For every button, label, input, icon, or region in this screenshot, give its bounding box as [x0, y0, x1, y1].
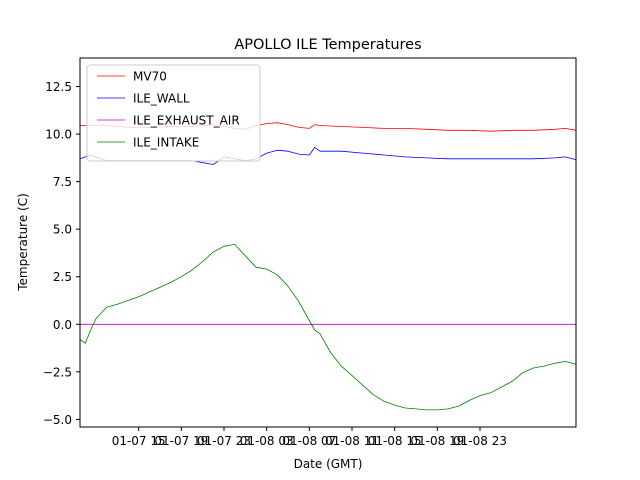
y-tick-label: −2.5: [43, 365, 72, 379]
legend: MV70 ILE_WALL ILE_EXHAUST_AIR ILE_INTAKE: [86, 64, 261, 162]
x-axis-label: Date (GMT): [294, 457, 363, 471]
x-tick-label: 01-08 07: [282, 434, 336, 448]
series-line-ile-intake: [79, 244, 577, 411]
y-axis-label: Temperature (C): [16, 193, 30, 292]
x-tick-label: 01-08 11: [325, 434, 379, 448]
y-tick-label: 10.0: [45, 128, 72, 142]
x-tick-label: 01-08 19: [410, 434, 464, 448]
y-tick-label: 5.0: [53, 223, 72, 237]
legend-label-ile-intake: ILE_INTAKE: [133, 136, 199, 150]
legend-label-ile-exhaust-air: ILE_EXHAUST_AIR: [133, 114, 240, 128]
chart-title: APOLLO ILE Temperatures: [234, 37, 421, 53]
y-tick-label: −5.0: [43, 413, 72, 427]
legend-label-mv70: MV70: [133, 70, 167, 84]
x-tick-label: 01-08 23: [453, 434, 507, 448]
legend-label-ile-wall: ILE_WALL: [133, 92, 190, 106]
y-tick-label: 7.5: [53, 175, 72, 189]
legend-box: [86, 64, 261, 162]
x-tick-label: 01-08 15: [368, 434, 422, 448]
y-axis: −5.0 −2.5 0.0 2.5 5.0 7.5 10.0 12.5: [43, 80, 80, 427]
x-tick-label: 01-07 19: [154, 434, 208, 448]
x-tick-label: 01-07 15: [112, 434, 166, 448]
x-tick-label: 01-08 03: [240, 434, 294, 448]
y-tick-label: 0.0: [53, 318, 72, 332]
y-tick-label: 12.5: [45, 80, 72, 94]
x-tick-label: 01-07 23: [197, 434, 251, 448]
y-tick-label: 2.5: [53, 270, 72, 284]
series-layer: [79, 122, 577, 411]
plot-frame: [79, 57, 577, 428]
